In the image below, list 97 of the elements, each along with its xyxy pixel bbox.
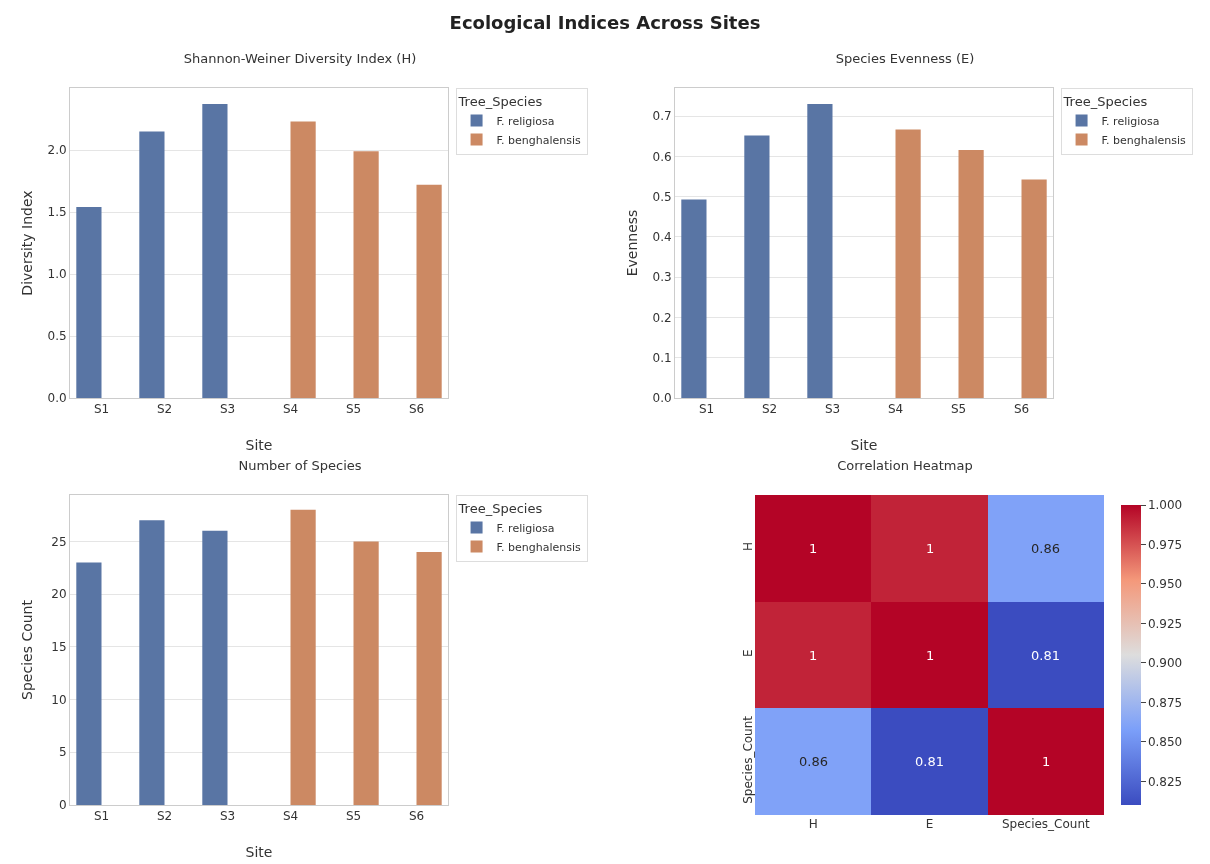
y-tick-label: 0.1 <box>652 350 672 365</box>
legend-label: F. religiosa <box>496 114 555 128</box>
bar <box>76 562 102 805</box>
data-label: 0.86 <box>1031 541 1060 556</box>
bar <box>416 184 442 398</box>
y-tick-label: E <box>740 649 755 657</box>
bar <box>202 530 228 805</box>
legend-label: F. religiosa <box>496 521 555 535</box>
chart-title: Correlation Heatmap <box>837 458 973 474</box>
bar <box>139 131 165 398</box>
chart-title: Number of Species <box>238 458 362 474</box>
y-tick-label: 0 <box>58 798 67 813</box>
x-tick-label: S6 <box>1013 402 1030 417</box>
color-bar-label: 0.950 <box>1147 577 1183 592</box>
y-tick-label: 5 <box>58 745 67 760</box>
x-tick-label: S5 <box>345 402 362 417</box>
y-axis-title: Species Count <box>19 599 35 700</box>
x-tick-label: S2 <box>761 402 778 417</box>
data-label: 1 <box>809 648 818 663</box>
x-tick-label: E <box>925 817 934 831</box>
x-tick-label: S6 <box>408 402 425 417</box>
bar <box>290 121 316 398</box>
legend-label: F. religiosa <box>1101 114 1160 128</box>
y-axis-title: Evenness <box>624 209 640 277</box>
bar <box>681 199 707 398</box>
y-tick-label: 10 <box>51 692 67 707</box>
data-label: 1 <box>809 541 818 556</box>
y-tick-label: 0.5 <box>47 329 67 344</box>
x-tick-label: H <box>808 817 818 831</box>
bar <box>1021 179 1047 398</box>
y-tick-label: 2.0 <box>47 143 67 158</box>
bar <box>807 104 833 398</box>
bar <box>202 104 228 398</box>
color-bar-label: 0.975 <box>1147 537 1183 552</box>
x-tick-label: S1 <box>93 402 110 417</box>
x-axis-title: Site <box>245 437 273 453</box>
y-tick-label: 0.4 <box>652 230 672 245</box>
y-tick-label: 0.5 <box>652 189 672 204</box>
color-bar-label: 0.825 <box>1147 774 1183 789</box>
y-tick-label: 0.0 <box>652 391 672 406</box>
color-bar-label: 0.925 <box>1147 616 1183 631</box>
bar <box>76 207 102 398</box>
y-tick-label: 0.6 <box>652 149 672 164</box>
bar <box>139 520 165 805</box>
y-tick-label: 0.3 <box>652 270 672 285</box>
y-tick-label: 0.0 <box>47 391 67 406</box>
data-label: 0.86 <box>799 754 828 769</box>
chart-title: Species Evenness (E) <box>835 51 975 67</box>
text: Ecological Indices Across Sites <box>448 12 762 33</box>
color-bar-label: 0.875 <box>1147 695 1183 710</box>
x-tick-label: S6 <box>408 809 425 824</box>
data-label: 0.81 <box>915 754 944 769</box>
x-tick-label: S3 <box>219 402 236 417</box>
x-tick-label: S5 <box>345 809 362 824</box>
bar <box>958 150 984 398</box>
x-tick-label: S1 <box>93 809 110 824</box>
x-tick-label: S2 <box>156 402 173 417</box>
bar <box>353 541 379 805</box>
y-tick-label: 20 <box>51 587 67 602</box>
color-bar-label: 0.850 <box>1147 735 1183 750</box>
legend-title: Tree_Species <box>457 93 543 109</box>
x-tick-label: S4 <box>282 402 299 417</box>
y-tick-label: 0.7 <box>652 109 672 124</box>
bar <box>416 551 442 805</box>
y-tick-label: 1.0 <box>47 267 67 282</box>
y-tick-label: H <box>740 542 755 552</box>
legend-label: F. benghalensis <box>496 133 582 147</box>
data-label: 1 <box>926 648 935 663</box>
bar <box>353 151 379 398</box>
data-label: 0.81 <box>1031 648 1060 663</box>
x-tick-label: S3 <box>824 402 841 417</box>
data-label: 1 <box>1042 754 1051 769</box>
y-tick-label: 0.2 <box>652 310 672 325</box>
y-tick-label: 1.5 <box>47 205 67 220</box>
x-axis-title: Site <box>850 437 878 453</box>
x-tick-label: S3 <box>219 809 236 824</box>
legend-title: Tree_Species <box>457 500 543 516</box>
data-label: 1 <box>926 541 935 556</box>
color-bar-label: 0.900 <box>1147 656 1183 671</box>
y-tick-label: 15 <box>51 640 67 655</box>
legend-label: F. benghalensis <box>496 540 582 554</box>
x-tick-label: S1 <box>698 402 715 417</box>
legend-title: Tree_Species <box>1062 93 1148 109</box>
bar <box>895 129 921 398</box>
x-axis-title: Site <box>245 844 273 860</box>
x-tick-label: S4 <box>282 809 299 824</box>
y-tick-label: 25 <box>51 534 67 549</box>
bar <box>290 509 316 805</box>
x-tick-label: S2 <box>156 809 173 824</box>
x-tick-label: S4 <box>887 402 904 417</box>
y-axis-title: Diversity Index <box>19 190 35 296</box>
bar <box>744 135 770 398</box>
color-bar-label: 1.000 <box>1147 498 1183 513</box>
x-tick-label: Species_Count <box>1001 817 1091 831</box>
chart-title: Shannon-Weiner Diversity Index (H) <box>183 51 417 67</box>
legend-label: F. benghalensis <box>1101 133 1187 147</box>
x-tick-label: S5 <box>950 402 967 417</box>
